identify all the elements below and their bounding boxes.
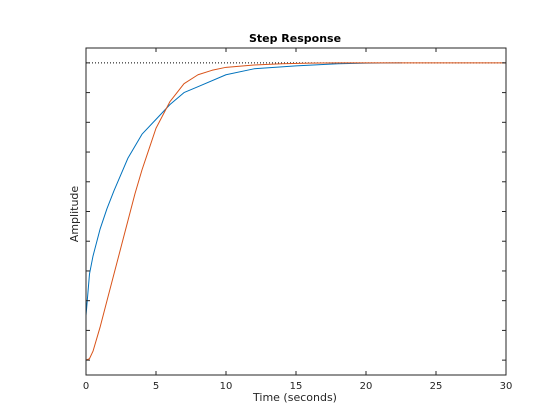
y-axis-label: Amplitude <box>68 186 81 243</box>
x-axis-label: Time (seconds) <box>252 391 337 404</box>
x-tick-label: 25 <box>430 381 443 392</box>
tick-layer <box>85 48 507 375</box>
chart-title: Step Response <box>249 32 341 45</box>
x-tick-label: 5 <box>153 381 159 392</box>
x-tick-label-layer: 0 5 10 15 20 25 30 <box>83 381 513 392</box>
series-2-line <box>85 62 507 361</box>
series-layer <box>85 62 507 361</box>
series-1-line <box>85 62 402 317</box>
x-tick-label: 30 <box>500 381 513 392</box>
x-tick-label: 0 <box>83 381 89 392</box>
plot-area <box>86 48 506 375</box>
x-tick-label: 15 <box>290 381 303 392</box>
x-tick-label: 20 <box>360 381 373 392</box>
x-tick-label: 10 <box>220 381 233 392</box>
axes-box <box>85 47 507 376</box>
